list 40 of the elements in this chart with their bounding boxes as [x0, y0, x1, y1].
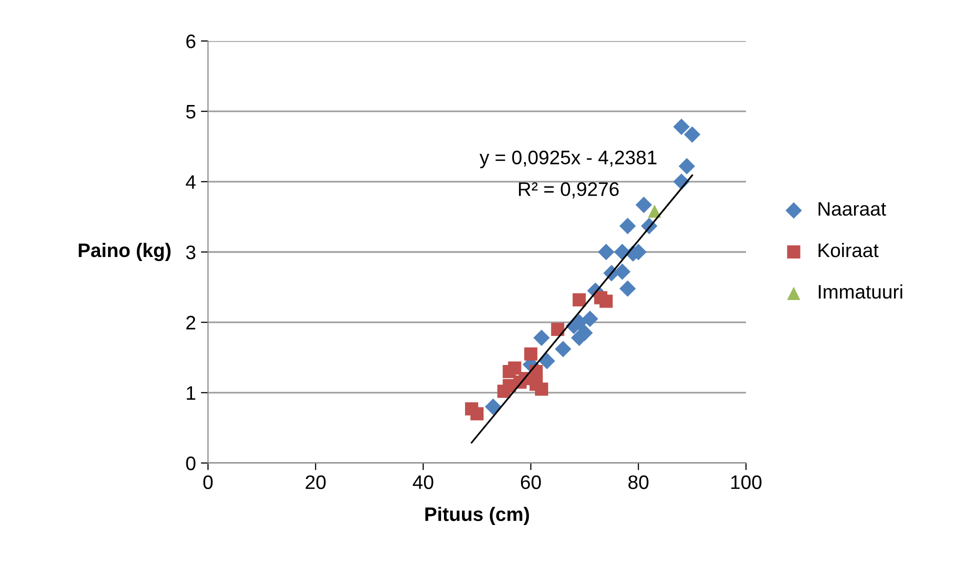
point	[598, 244, 614, 260]
x-tick-label: 60	[520, 475, 541, 490]
point	[533, 330, 550, 346]
point	[554, 340, 572, 358]
point	[524, 347, 538, 361]
point	[551, 322, 564, 336]
point	[600, 294, 613, 308]
point	[636, 196, 652, 214]
y-axis-title: Paino (kg)	[78, 242, 171, 262]
x-tick-label: 80	[628, 475, 648, 490]
x-tick-label: 100	[731, 475, 762, 490]
point	[572, 293, 586, 306]
y-tick-label: 6	[186, 34, 196, 48]
x-tick-label: 40	[412, 475, 434, 490]
point	[538, 352, 556, 370]
annotation: R² = 0,9276	[518, 182, 619, 198]
point	[508, 361, 522, 375]
point	[614, 263, 630, 280]
point	[619, 280, 636, 297]
point	[619, 218, 636, 234]
point	[684, 126, 700, 143]
y-tick-label: 0	[186, 456, 196, 470]
annotation: y = 0,0925x - 4,2381	[480, 150, 656, 168]
point	[582, 310, 598, 328]
legend-label: Naaraat	[818, 202, 886, 216]
point	[673, 118, 690, 136]
point	[484, 398, 502, 415]
y-tick-label: 3	[186, 245, 196, 260]
point	[678, 158, 696, 174]
legend-label: Koiraat	[818, 242, 879, 258]
legend-label: Immatuuri	[818, 284, 902, 299]
y-tick-label: 1	[186, 386, 196, 400]
y-tick-label: 5	[186, 105, 196, 119]
point	[470, 407, 484, 420]
y-tick-label: 4	[186, 175, 196, 189]
x-tick-label: 20	[306, 475, 326, 490]
point	[648, 204, 662, 218]
x-axis-title: Pituus (cm)	[425, 506, 529, 525]
y-tick-label: 2	[186, 316, 196, 330]
x-tick-label: 0	[203, 475, 213, 490]
